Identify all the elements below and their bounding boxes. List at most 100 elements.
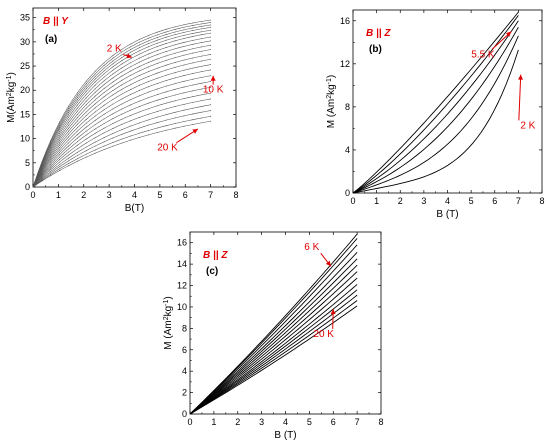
data-point (139, 100, 141, 102)
data-point (192, 73, 194, 74)
data-point (68, 157, 69, 159)
data-point (94, 84, 96, 86)
y-axis-label: M (Am2kg-1) (326, 75, 338, 129)
field-condition-label: B || Y (43, 16, 69, 27)
data-point (156, 54, 158, 56)
data-point (121, 142, 123, 144)
data-point (112, 63, 114, 65)
data-point (59, 133, 61, 134)
y-tick-label: 35 (20, 13, 30, 23)
data-point (50, 172, 52, 174)
data-point (94, 152, 96, 154)
series-line-8 (189, 277, 358, 415)
data-point (210, 81, 212, 82)
data-point (94, 107, 96, 109)
data-point (139, 41, 141, 43)
data-point (201, 46, 203, 48)
data-point (59, 170, 61, 171)
y-tick-label: 12 (177, 281, 187, 291)
data-point (148, 97, 149, 99)
data-point (174, 44, 176, 46)
data-point (156, 62, 158, 64)
data-point (94, 119, 96, 121)
data-point (183, 34, 185, 36)
data-point (130, 74, 132, 76)
data-point (103, 104, 105, 106)
series-line-6 (352, 49, 519, 194)
data-point (174, 26, 176, 28)
x-axis-label: B (T) (274, 430, 296, 441)
data-point (210, 69, 212, 71)
data-point (121, 118, 123, 120)
data-point (103, 137, 105, 139)
data-point (174, 31, 176, 33)
data-point (121, 98, 123, 100)
data-point (210, 120, 212, 122)
data-point (121, 79, 123, 81)
data-point (121, 108, 123, 110)
data-point (121, 123, 123, 125)
data-point (210, 75, 212, 77)
x-tick-label: 2 (81, 190, 86, 200)
data-point (85, 115, 87, 117)
data-point (192, 124, 194, 125)
data-point (130, 135, 132, 137)
data-point (103, 113, 105, 115)
data-point (103, 127, 105, 129)
data-point (165, 129, 167, 131)
x-tick-label: 8 (539, 196, 544, 206)
data-point (148, 66, 149, 68)
y-tick-label: 25 (20, 61, 30, 71)
y-tick-label: 20 (20, 85, 30, 95)
series-line-3 (189, 244, 358, 415)
data-point (192, 90, 194, 92)
data-point (103, 88, 105, 90)
data-point (156, 67, 158, 69)
data-point (139, 89, 141, 91)
field-condition-label: B || Z (203, 250, 228, 261)
data-point (85, 94, 87, 95)
data-point (94, 145, 96, 147)
data-point (210, 64, 212, 66)
x-tick-label: 2 (235, 417, 240, 427)
data-point (103, 92, 105, 94)
x-tick-label: 2 (398, 196, 403, 206)
data-point (183, 50, 185, 52)
temperature-annotation: 10 K (203, 85, 224, 96)
y-tick-label: 0 (182, 409, 187, 419)
data-point (50, 153, 52, 155)
data-point (210, 26, 212, 28)
data-point (130, 79, 132, 81)
temperature-annotation: 20 K (157, 143, 178, 154)
x-tick-label: 3 (421, 196, 426, 206)
data-point (201, 100, 203, 102)
data-point (148, 81, 149, 83)
data-point (50, 156, 52, 158)
data-point (156, 94, 158, 96)
data-point (139, 136, 141, 138)
data-point (139, 84, 141, 86)
data-point (76, 117, 78, 119)
annotation-arrowhead (505, 31, 512, 37)
data-point (94, 76, 96, 77)
data-point (148, 35, 149, 36)
data-point (68, 105, 69, 107)
data-point (94, 141, 96, 143)
y-tick-label: 4 (345, 145, 350, 155)
data-point (192, 62, 194, 64)
data-point (130, 58, 132, 60)
data-point (94, 115, 96, 117)
data-point (192, 96, 194, 98)
data-point (85, 130, 87, 132)
data-point (121, 113, 123, 115)
data-point (130, 62, 132, 64)
data-point (165, 91, 167, 93)
data-point (210, 24, 212, 26)
panel-tag: (a) (45, 34, 57, 45)
data-point (156, 82, 158, 84)
data-point (174, 83, 176, 85)
data-point (85, 85, 87, 87)
